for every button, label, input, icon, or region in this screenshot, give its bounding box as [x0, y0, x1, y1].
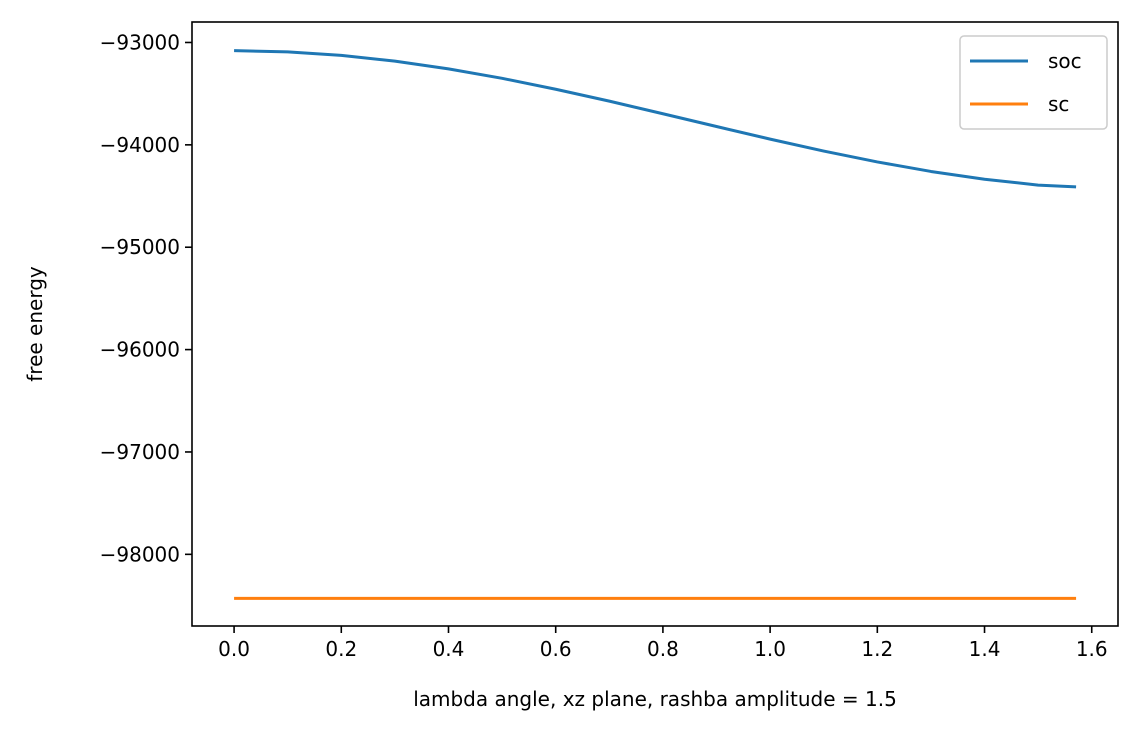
- plot-frame: [191, 21, 1119, 627]
- legend-label-sc: sc: [1048, 92, 1069, 116]
- y-tick-label: −94000: [100, 133, 180, 157]
- x-axis-label: lambda angle, xz plane, rashba amplitude…: [413, 687, 897, 711]
- x-tick-label: 0.2: [325, 637, 357, 661]
- x-tick-label: 0.0: [218, 637, 250, 661]
- legend-label-soc: soc: [1048, 49, 1082, 73]
- x-tick-label: 0.6: [540, 637, 572, 661]
- x-tick-label: 1.6: [1076, 637, 1108, 661]
- x-tick-label: 0.8: [647, 637, 679, 661]
- series-lines: [234, 49, 1077, 600]
- series-line-soc: [234, 49, 1077, 189]
- y-tick-label: −96000: [100, 338, 180, 362]
- y-tick-label: −97000: [100, 440, 180, 464]
- x-tick-label: 1.2: [861, 637, 893, 661]
- y-tick-label: −93000: [100, 30, 180, 54]
- x-tick-label: 1.0: [754, 637, 786, 661]
- legend: soc sc: [959, 35, 1108, 130]
- x-axis-ticks: 0.0 0.2 0.4 0.6 0.8 1.0 1.2 1.4 1.6: [218, 626, 1108, 661]
- y-tick-label: −98000: [100, 542, 180, 566]
- legend-box: [959, 35, 1108, 130]
- y-tick-label: −95000: [100, 235, 180, 259]
- y-axis-ticks: −93000 −94000 −95000 −96000 −97000 −98000: [100, 30, 192, 566]
- x-tick-label: 1.4: [969, 637, 1001, 661]
- x-tick-label: 0.4: [433, 637, 465, 661]
- y-axis-label: free energy: [23, 266, 47, 382]
